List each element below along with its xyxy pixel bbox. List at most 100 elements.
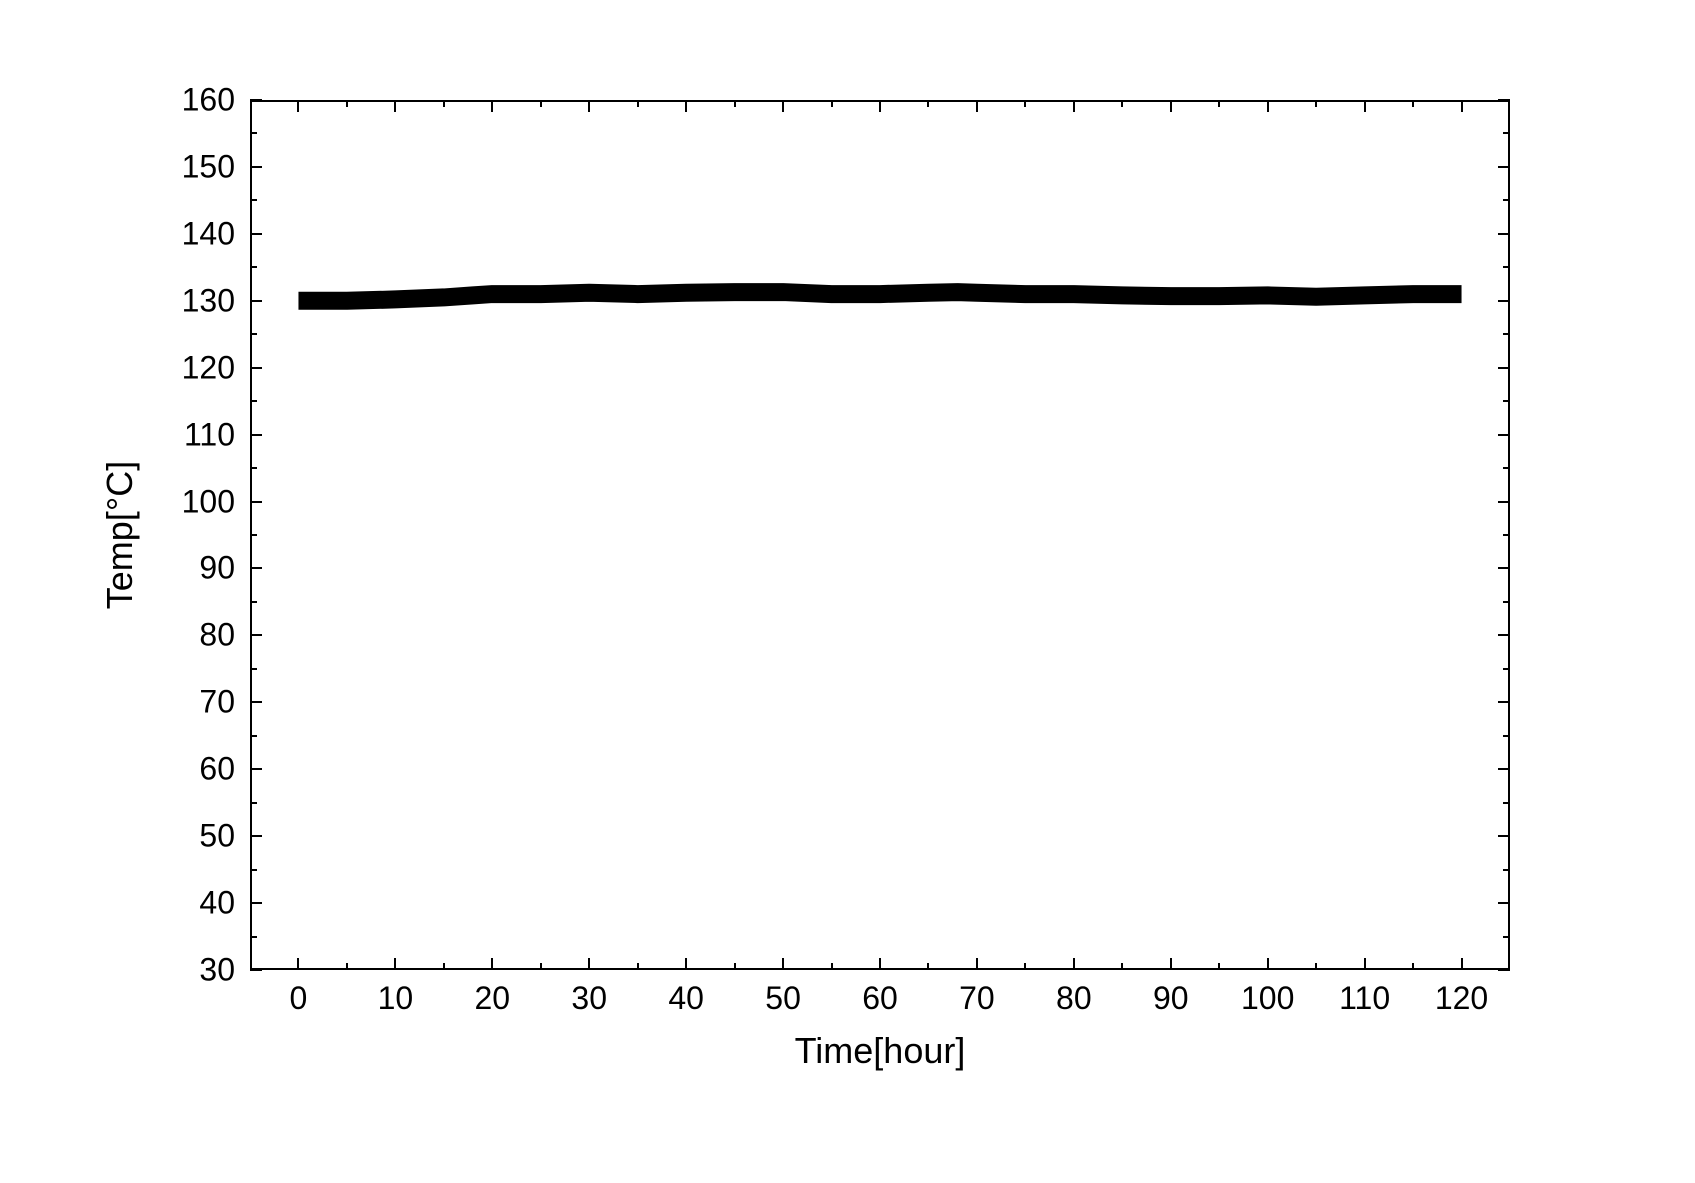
- x-tick-minor: [1412, 963, 1414, 970]
- y-tick-minor-right: [1503, 400, 1510, 402]
- y-tick-minor: [250, 400, 257, 402]
- x-tick-major-top: [394, 100, 396, 112]
- x-tick-minor: [1218, 963, 1220, 970]
- y-tick-minor: [250, 668, 257, 670]
- x-tick-label: 0: [290, 980, 308, 1017]
- y-tick-minor-right: [1503, 869, 1510, 871]
- x-tick-minor-top: [637, 100, 639, 107]
- x-tick-major: [1267, 958, 1269, 970]
- y-tick-label: 80: [175, 617, 235, 654]
- y-tick-minor: [250, 802, 257, 804]
- y-tick-major: [250, 367, 262, 369]
- x-tick-major-top: [491, 100, 493, 112]
- x-tick-minor-top: [1121, 100, 1123, 107]
- x-tick-label: 60: [862, 980, 898, 1017]
- y-tick-major-right: [1498, 434, 1510, 436]
- x-tick-minor: [1121, 963, 1123, 970]
- x-tick-label: 100: [1241, 980, 1294, 1017]
- y-tick-minor: [250, 199, 257, 201]
- x-tick-minor: [443, 963, 445, 970]
- x-tick-major-top: [1073, 100, 1075, 112]
- x-tick-minor: [734, 963, 736, 970]
- x-tick-major-top: [685, 100, 687, 112]
- x-tick-major: [1170, 958, 1172, 970]
- y-tick-major-right: [1498, 166, 1510, 168]
- x-tick-label: 70: [959, 980, 995, 1017]
- y-tick-major: [250, 768, 262, 770]
- y-tick-major: [250, 902, 262, 904]
- y-tick-label: 90: [175, 550, 235, 587]
- x-tick-minor-top: [1412, 100, 1414, 107]
- y-tick-major: [250, 634, 262, 636]
- y-axis-label: Temp[°C]: [99, 461, 141, 609]
- y-tick-label: 50: [175, 818, 235, 855]
- y-tick-minor: [250, 735, 257, 737]
- y-tick-minor: [250, 534, 257, 536]
- y-tick-major-right: [1498, 99, 1510, 101]
- y-tick-minor: [250, 266, 257, 268]
- x-tick-major: [297, 958, 299, 970]
- y-tick-major-right: [1498, 300, 1510, 302]
- y-tick-major: [250, 567, 262, 569]
- y-tick-label: 40: [175, 885, 235, 922]
- y-tick-label: 110: [175, 416, 235, 453]
- x-tick-minor: [346, 963, 348, 970]
- y-tick-label: 130: [175, 282, 235, 319]
- y-tick-major-right: [1498, 902, 1510, 904]
- y-tick-minor: [250, 333, 257, 335]
- x-tick-major-top: [1267, 100, 1269, 112]
- x-tick-major: [1073, 958, 1075, 970]
- x-tick-label: 10: [378, 980, 414, 1017]
- x-tick-minor-top: [734, 100, 736, 107]
- x-tick-major: [588, 958, 590, 970]
- y-tick-label: 150: [175, 148, 235, 185]
- y-tick-major-right: [1498, 567, 1510, 569]
- y-tick-label: 120: [175, 349, 235, 386]
- y-tick-minor-right: [1503, 735, 1510, 737]
- x-tick-minor-top: [927, 100, 929, 107]
- x-tick-major: [782, 958, 784, 970]
- y-tick-major-right: [1498, 835, 1510, 837]
- x-tick-label: 40: [668, 980, 704, 1017]
- x-tick-major-top: [1461, 100, 1463, 112]
- x-tick-major-top: [976, 100, 978, 112]
- y-tick-major-right: [1498, 701, 1510, 703]
- y-tick-minor-right: [1503, 333, 1510, 335]
- y-tick-major: [250, 434, 262, 436]
- x-tick-minor: [831, 963, 833, 970]
- y-tick-major-right: [1498, 969, 1510, 971]
- plot-area: [250, 100, 1510, 970]
- y-tick-minor-right: [1503, 534, 1510, 536]
- y-tick-major: [250, 969, 262, 971]
- x-axis-label: Time[hour]: [795, 1030, 966, 1072]
- x-tick-major-top: [588, 100, 590, 112]
- y-tick-minor: [250, 132, 257, 134]
- x-tick-minor-top: [1024, 100, 1026, 107]
- x-tick-minor: [540, 963, 542, 970]
- x-tick-minor: [927, 963, 929, 970]
- y-tick-minor: [250, 467, 257, 469]
- x-tick-major: [685, 958, 687, 970]
- y-tick-minor: [250, 869, 257, 871]
- y-tick-major: [250, 166, 262, 168]
- x-tick-major: [976, 958, 978, 970]
- y-tick-label: 160: [175, 82, 235, 119]
- y-tick-major: [250, 701, 262, 703]
- y-tick-minor-right: [1503, 668, 1510, 670]
- x-tick-minor: [1315, 963, 1317, 970]
- chart-container: 0102030405060708090100110120304050607080…: [0, 0, 1695, 1183]
- x-tick-major: [1461, 958, 1463, 970]
- x-tick-major: [394, 958, 396, 970]
- x-tick-label: 20: [475, 980, 511, 1017]
- y-tick-major: [250, 233, 262, 235]
- y-tick-minor: [250, 936, 257, 938]
- y-tick-major: [250, 300, 262, 302]
- x-tick-minor-top: [1315, 100, 1317, 107]
- y-tick-major: [250, 835, 262, 837]
- y-tick-minor-right: [1503, 936, 1510, 938]
- y-tick-minor-right: [1503, 132, 1510, 134]
- y-tick-minor: [250, 601, 257, 603]
- x-tick-minor-top: [1218, 100, 1220, 107]
- x-tick-label: 80: [1056, 980, 1092, 1017]
- x-tick-minor-top: [443, 100, 445, 107]
